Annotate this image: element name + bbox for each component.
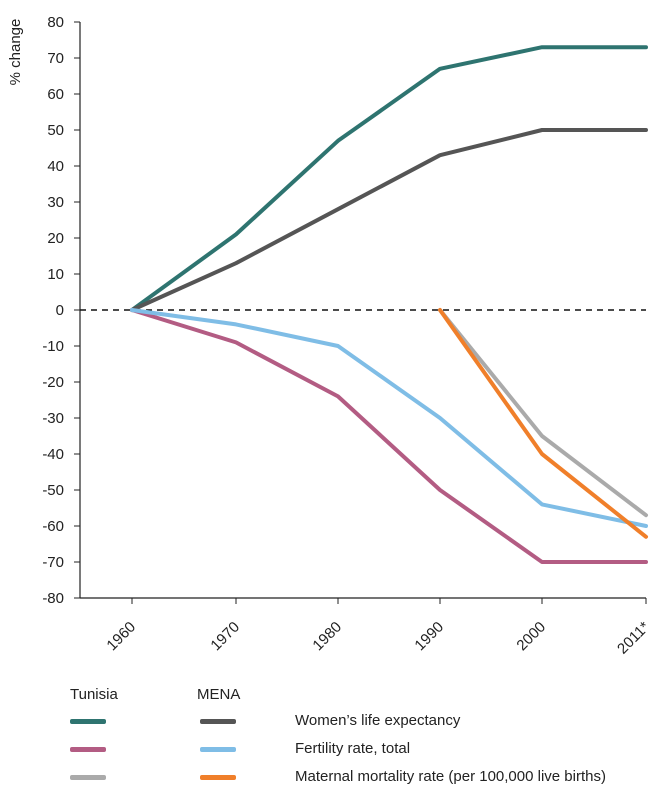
legend-label-fertility: Fertility rate, total [295, 740, 411, 757]
series-line-mena-fert [130, 308, 648, 528]
series-lines [130, 45, 648, 564]
y-tick-label: 50 [47, 122, 64, 139]
series-line-tun-life [130, 45, 648, 312]
y-tick-label: -60 [42, 518, 64, 535]
line-chart: 80 70 60 50 40 30 20 10 0 -10 -20 -30 -40 -50 -60 -70 -8… [7, 14, 653, 658]
legend: Tunisia MENA Women’s life expectancy Fer… [0, 680, 654, 787]
legend-swatch-tunisia-life-expectancy [70, 719, 106, 724]
y-tick-label: 20 [47, 230, 64, 247]
y-tick-label: 30 [47, 194, 64, 211]
series-line-tun-fert [130, 308, 648, 564]
y-tick-label: 0 [56, 302, 64, 319]
series-line-mena-life [130, 128, 648, 312]
y-tick-label: -80 [42, 590, 64, 607]
series-line-mena-mmr [438, 308, 648, 539]
y-tick-label: 10 [47, 266, 64, 283]
y-tick-label: 70 [47, 50, 64, 67]
y-tick-label: 80 [47, 14, 64, 31]
legend-header-mena: MENA [197, 686, 241, 703]
y-tick-label: -70 [42, 554, 64, 571]
legend-swatch-mena-fertility [200, 747, 236, 752]
y-axis-title: % change [7, 19, 24, 86]
y-tick-label: 40 [47, 158, 64, 175]
legend-label-life-expectancy: Women’s life expectancy [295, 712, 461, 729]
legend-label-maternal-mortality: Maternal mortality rate (per 100,000 liv… [295, 768, 606, 785]
x-tick-label: 2000 [513, 619, 549, 655]
x-tick-label: 1990 [411, 619, 447, 655]
y-tick-label: -30 [42, 410, 64, 427]
y-tick-label: -50 [42, 482, 64, 499]
y-tick-label: -40 [42, 446, 64, 463]
x-tick-label: 1980 [309, 619, 345, 655]
y-axis: 80 70 60 50 40 30 20 10 0 -10 -20 -30 -40 -50 -60 -70 -8… [42, 14, 646, 607]
x-tick-label: 1960 [103, 619, 139, 655]
y-tick-label: -10 [42, 338, 64, 355]
legend-swatch-tunisia-maternal-mortality [70, 775, 106, 780]
series-line-tun-mmr [438, 308, 648, 518]
legend-header-tunisia: Tunisia [70, 686, 118, 703]
x-tick-label: 1970 [207, 619, 243, 655]
y-tick-label: -20 [42, 374, 64, 391]
legend-swatch-tunisia-fertility [70, 747, 106, 752]
x-tick-label: 2011* [614, 618, 653, 657]
y-tick-label: 60 [47, 86, 64, 103]
legend-swatch-mena-life-expectancy [200, 719, 236, 724]
x-axis: 1960 1970 1980 1990 2000 2011* [80, 597, 653, 658]
legend-swatch-mena-maternal-mortality [200, 775, 236, 780]
